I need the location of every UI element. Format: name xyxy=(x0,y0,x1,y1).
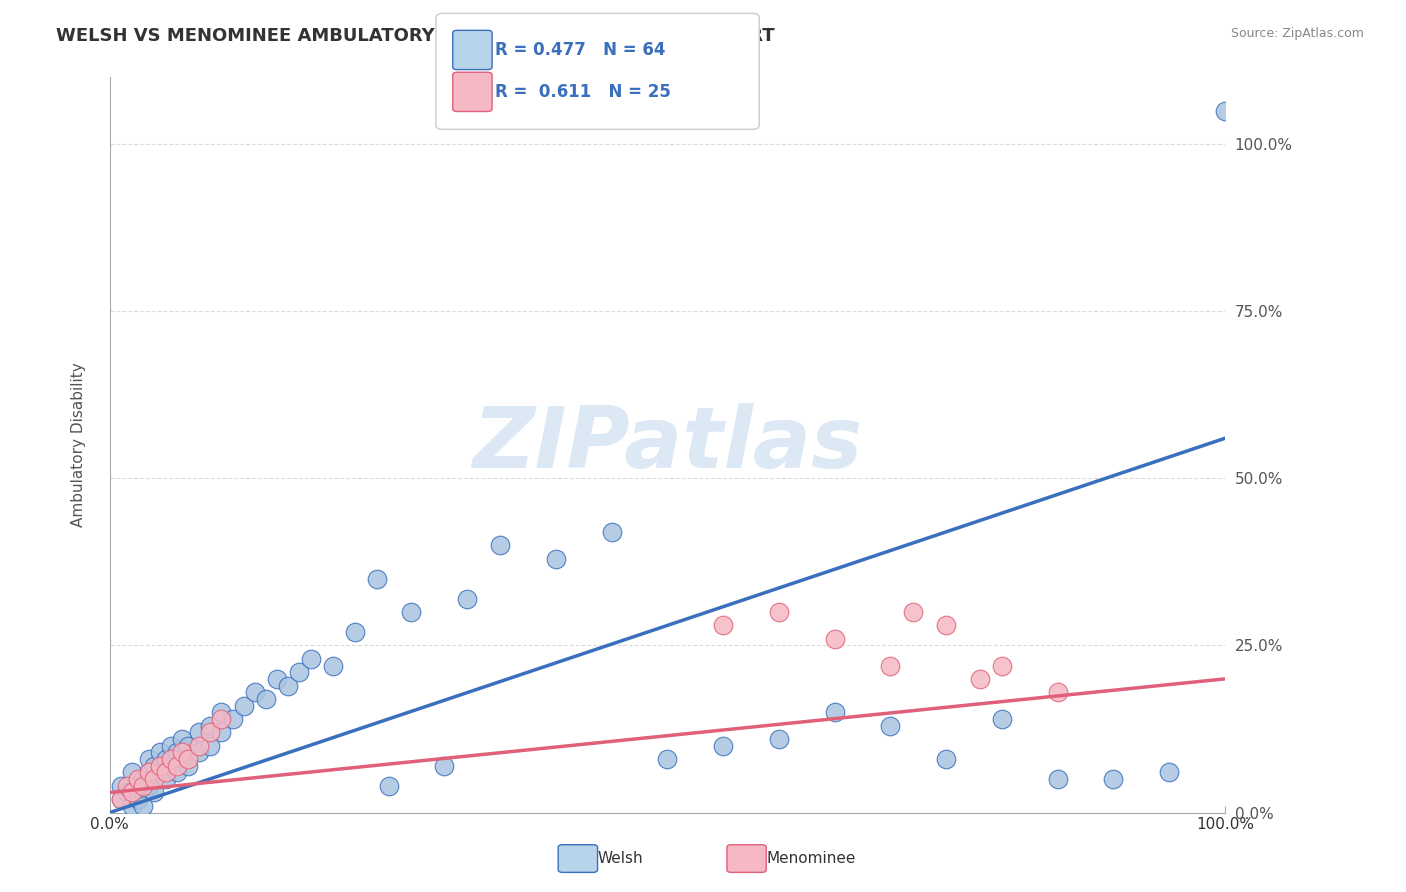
Point xyxy=(132,798,155,813)
Point xyxy=(969,672,991,686)
Point xyxy=(121,798,143,813)
Point xyxy=(991,712,1014,726)
Point xyxy=(138,765,160,780)
Point xyxy=(288,665,311,680)
Point xyxy=(489,538,512,552)
Text: Source: ZipAtlas.com: Source: ZipAtlas.com xyxy=(1230,27,1364,40)
Point xyxy=(143,785,166,799)
Text: Menominee: Menominee xyxy=(766,852,856,866)
Point xyxy=(935,618,957,632)
Text: ZIPatlas: ZIPatlas xyxy=(472,403,862,486)
Point xyxy=(132,785,155,799)
Point xyxy=(1159,765,1181,780)
Point xyxy=(824,706,846,720)
Point xyxy=(160,739,183,753)
Point xyxy=(138,779,160,793)
Point xyxy=(166,745,188,759)
Point xyxy=(209,712,232,726)
Point xyxy=(377,779,399,793)
Text: WELSH VS MENOMINEE AMBULATORY DISABILITY CORRELATION CHART: WELSH VS MENOMINEE AMBULATORY DISABILITY… xyxy=(56,27,775,45)
Point xyxy=(768,732,790,747)
Point xyxy=(200,739,222,753)
Point xyxy=(166,758,188,772)
Point xyxy=(879,658,901,673)
Point xyxy=(172,745,194,759)
Point xyxy=(188,745,211,759)
Point xyxy=(149,758,172,772)
Point xyxy=(127,779,149,793)
Point xyxy=(132,772,155,786)
Point xyxy=(433,758,456,772)
Point xyxy=(935,752,957,766)
Point xyxy=(243,685,266,699)
Point xyxy=(1046,772,1069,786)
Point xyxy=(172,732,194,747)
Point xyxy=(657,752,679,766)
Point xyxy=(322,658,344,673)
Point xyxy=(200,725,222,739)
Point xyxy=(177,739,200,753)
Point xyxy=(600,524,623,539)
Point xyxy=(209,706,232,720)
Point xyxy=(266,672,288,686)
Point xyxy=(149,765,172,780)
Point xyxy=(254,692,277,706)
Point xyxy=(711,618,734,632)
Text: R =  0.611   N = 25: R = 0.611 N = 25 xyxy=(495,83,671,101)
Point xyxy=(232,698,254,713)
Point xyxy=(299,652,322,666)
Point xyxy=(399,605,422,619)
Point xyxy=(110,792,132,806)
Point xyxy=(200,719,222,733)
Point xyxy=(127,772,149,786)
Point xyxy=(110,779,132,793)
Point xyxy=(824,632,846,646)
Point xyxy=(138,752,160,766)
Point xyxy=(155,772,177,786)
Point xyxy=(143,772,166,786)
Point xyxy=(991,658,1014,673)
Point xyxy=(166,765,188,780)
Point xyxy=(209,725,232,739)
Point xyxy=(456,591,478,606)
Point xyxy=(155,752,177,766)
Point xyxy=(143,758,166,772)
Point xyxy=(544,551,567,566)
Point xyxy=(132,779,155,793)
Point xyxy=(115,785,138,799)
Point xyxy=(188,725,211,739)
Point xyxy=(127,792,149,806)
Point xyxy=(160,758,183,772)
Point xyxy=(177,752,200,766)
Point xyxy=(155,765,177,780)
Point xyxy=(711,739,734,753)
Point xyxy=(344,625,367,640)
Point xyxy=(143,772,166,786)
Point xyxy=(879,719,901,733)
Point xyxy=(277,679,299,693)
Point xyxy=(768,605,790,619)
Point xyxy=(121,785,143,799)
Point xyxy=(160,752,183,766)
Point xyxy=(1213,103,1236,118)
Point xyxy=(121,785,143,799)
Point xyxy=(177,758,200,772)
Point xyxy=(121,765,143,780)
Point xyxy=(149,745,172,759)
Point xyxy=(138,765,160,780)
Point xyxy=(221,712,243,726)
Point xyxy=(901,605,924,619)
Point xyxy=(366,572,388,586)
Point xyxy=(115,779,138,793)
Point xyxy=(188,739,211,753)
Point xyxy=(172,752,194,766)
Y-axis label: Ambulatory Disability: Ambulatory Disability xyxy=(72,363,86,527)
Point xyxy=(1102,772,1125,786)
Point xyxy=(110,792,132,806)
Text: R = 0.477   N = 64: R = 0.477 N = 64 xyxy=(495,41,665,59)
Point xyxy=(1046,685,1069,699)
Text: Welsh: Welsh xyxy=(598,852,643,866)
